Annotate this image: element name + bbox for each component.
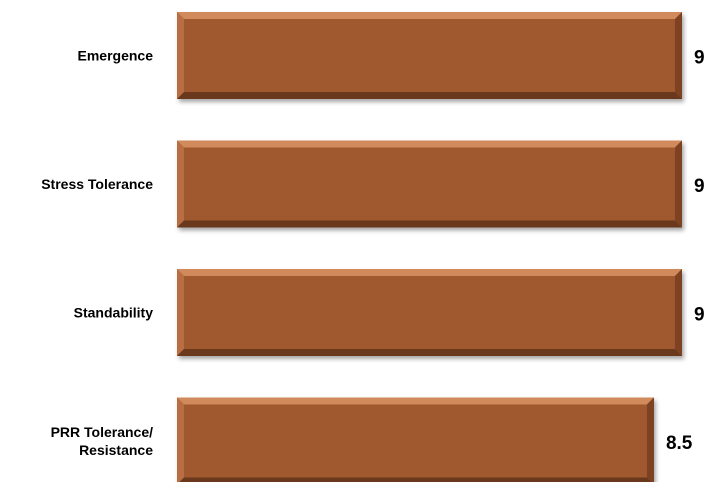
data-label: 9 bbox=[694, 176, 705, 197]
bar-bevel-right bbox=[675, 12, 682, 99]
bar-bevel-left bbox=[177, 140, 184, 228]
bar-3 bbox=[177, 269, 682, 356]
bar-bevel-bottom bbox=[177, 92, 682, 99]
bar-bevel-right bbox=[646, 397, 654, 482]
category-label: Emergence bbox=[78, 48, 154, 64]
data-label: 9 bbox=[694, 305, 705, 326]
bar-bevel-left bbox=[177, 269, 184, 356]
bar-bevel-left bbox=[177, 12, 184, 99]
bar-body bbox=[177, 269, 682, 356]
category-label: Stress Tolerance bbox=[41, 176, 153, 192]
bar-1 bbox=[177, 12, 682, 99]
category-label: PRR Tolerance/Resistance bbox=[51, 424, 154, 458]
data-label: 8.5 bbox=[666, 433, 693, 454]
bar-4 bbox=[177, 397, 654, 482]
data-label: 9 bbox=[694, 48, 705, 69]
bar-2 bbox=[177, 140, 682, 228]
bar-body bbox=[177, 397, 654, 482]
bar-bevel-left bbox=[177, 397, 184, 482]
bar-bevel-top bbox=[177, 269, 682, 276]
bar-body bbox=[177, 140, 682, 228]
bar-bevel-bottom bbox=[179, 477, 652, 482]
category-label: Standability bbox=[74, 305, 154, 321]
bar-bevel-top bbox=[177, 12, 682, 19]
bar-bevel-bottom bbox=[177, 349, 682, 356]
bar-bevel-right bbox=[675, 269, 682, 356]
bar-bevel-top bbox=[177, 397, 654, 405]
bar-bevel-right bbox=[675, 140, 682, 228]
bar-body bbox=[177, 12, 682, 99]
bar-bevel-bottom bbox=[177, 220, 682, 228]
bar-bevel-top bbox=[177, 140, 682, 148]
